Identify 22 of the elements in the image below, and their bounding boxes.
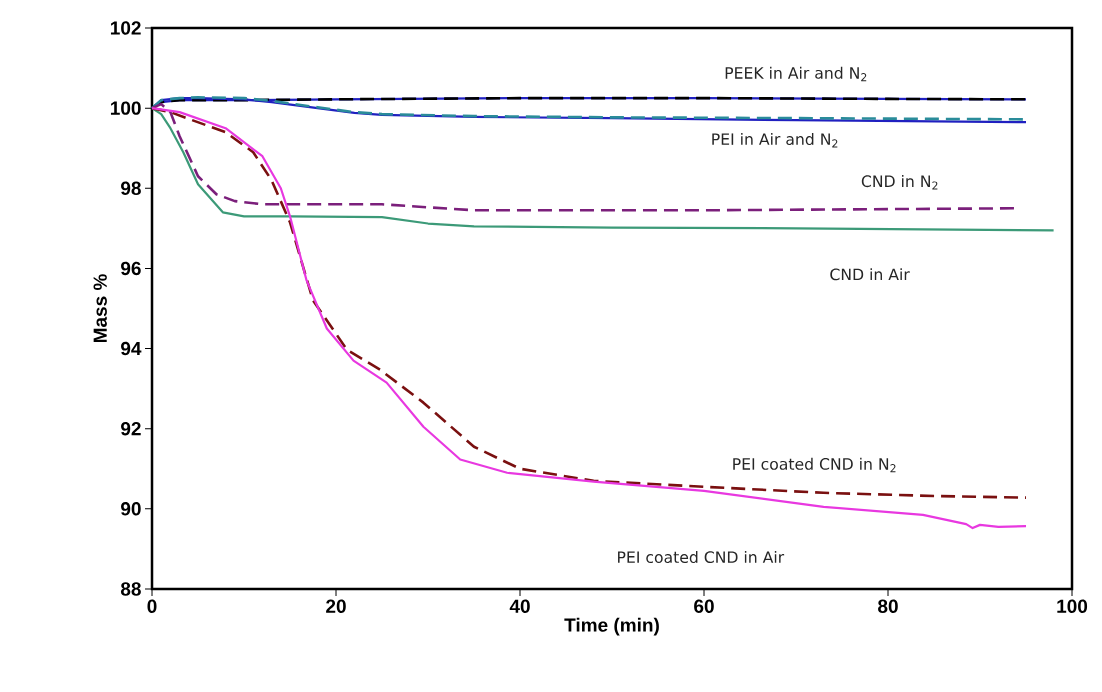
y-tick-label: 90 xyxy=(121,502,141,516)
y-tick-label: 94 xyxy=(121,341,142,356)
y-axis-title: Mass % xyxy=(93,274,107,343)
annotation: PEEK in Air and N$_{2}$ xyxy=(725,66,867,82)
annotation: PEI coated CND in Air xyxy=(618,550,785,564)
x-axis-title: Time (min) xyxy=(564,617,659,636)
annotation: PEI coated CND in N$_{2}$ xyxy=(733,457,896,473)
annotation: CND in Air xyxy=(830,268,910,281)
y-tick-label: 98 xyxy=(121,181,141,195)
y-tick-label: 88 xyxy=(120,582,141,596)
x-tick-label: 100 xyxy=(1057,599,1088,613)
y-tick-label: 102 xyxy=(110,21,141,35)
y-tick-label: 100 xyxy=(110,101,141,115)
y-tick-label: 92 xyxy=(121,421,141,436)
x-tick-label: 80 xyxy=(878,599,898,613)
y-tick-label: 96 xyxy=(121,261,141,276)
x-tick-label: 60 xyxy=(694,599,714,613)
x-tick-label: 20 xyxy=(326,599,346,613)
annotation: PEI in Air and N$_{2}$ xyxy=(712,132,838,148)
annotation: CND in N$_{2}$ xyxy=(861,175,938,190)
x-tick-label: 40 xyxy=(509,599,530,613)
x-tick-label: 0 xyxy=(147,599,157,613)
